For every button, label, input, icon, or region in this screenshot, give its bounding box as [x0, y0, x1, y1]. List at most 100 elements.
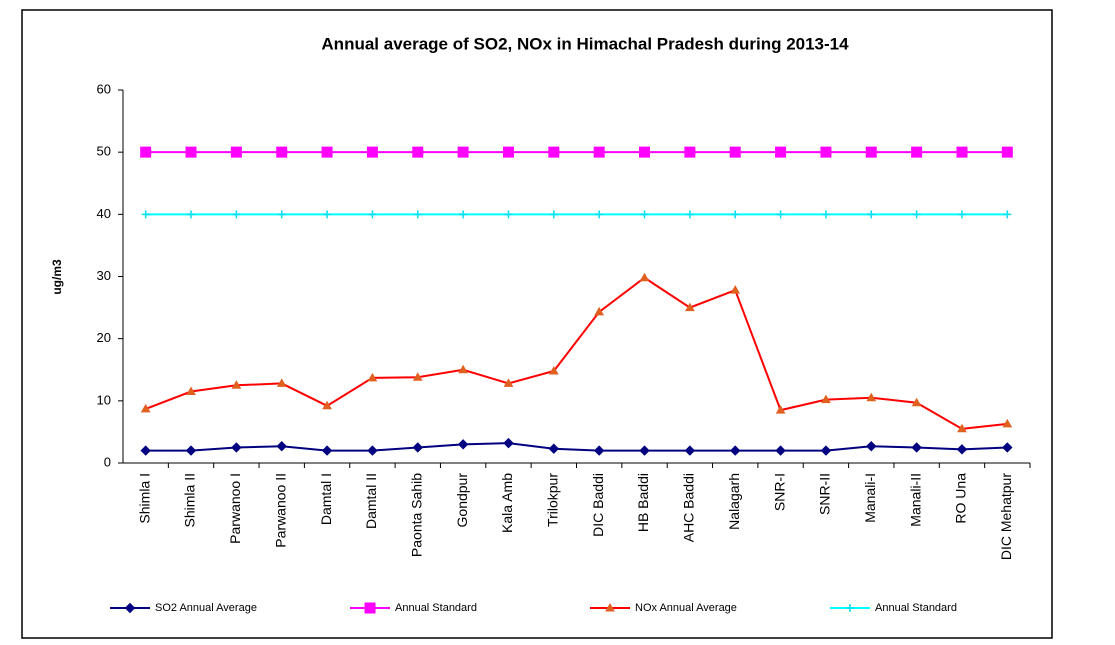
- x-tick-label: DIC Baddi: [590, 473, 606, 537]
- data-point: [368, 210, 377, 219]
- data-point: [549, 210, 558, 219]
- data-point: [230, 146, 242, 158]
- data-point: [956, 146, 968, 158]
- y-tick-label: 0: [104, 454, 111, 469]
- x-tick-label: Manali-I: [862, 473, 878, 523]
- data-point: [729, 146, 741, 158]
- data-point: [593, 146, 605, 158]
- data-point: [820, 445, 832, 456]
- y-tick-label: 40: [97, 206, 111, 221]
- x-tick-label: Shimla II: [182, 473, 198, 527]
- x-tick-label: AHC Baddi: [681, 473, 697, 542]
- data-point: [1002, 418, 1013, 428]
- data-point: [140, 403, 151, 413]
- data-point: [775, 445, 786, 456]
- x-tick-label: Parwanoo I: [227, 473, 243, 544]
- data-point: [775, 146, 787, 158]
- data-point: [458, 364, 468, 374]
- data-point: [459, 210, 468, 219]
- data-point: [640, 210, 649, 219]
- y-axis-label: ug/m3: [50, 259, 64, 295]
- data-point: [820, 146, 832, 158]
- data-point: [730, 285, 741, 294]
- legend-marker: [605, 602, 615, 612]
- data-point: [595, 210, 604, 219]
- data-point: [866, 392, 877, 402]
- data-point: [412, 372, 423, 381]
- y-tick-label: 60: [97, 81, 111, 96]
- chart-frame: [21, 9, 1053, 639]
- data-point: [457, 146, 469, 158]
- data-point: [911, 442, 922, 453]
- x-tick-label: Shimla I: [136, 473, 152, 524]
- x-tick-label: DIC Mehatpur: [998, 473, 1014, 560]
- y-tick-label: 50: [97, 144, 111, 159]
- data-point: [1001, 146, 1013, 158]
- data-point: [548, 365, 559, 375]
- legend-label: Annual Standard: [395, 602, 477, 614]
- data-point: [731, 210, 740, 219]
- x-tick-label: Kala Amb: [499, 473, 515, 533]
- y-tick-label: 20: [97, 330, 111, 345]
- data-point: [956, 444, 968, 455]
- x-tick-label: Gondpur: [454, 473, 470, 528]
- data-point: [321, 445, 333, 456]
- data-point: [504, 210, 513, 219]
- legend-label: Annual Standard: [875, 602, 957, 614]
- data-point: [140, 445, 151, 456]
- data-point: [639, 272, 650, 282]
- data-point: [593, 445, 605, 456]
- data-point: [776, 210, 785, 219]
- data-point: [276, 146, 288, 158]
- data-point: [639, 146, 651, 158]
- data-point: [594, 306, 605, 316]
- x-tick-label: RO Una: [953, 473, 969, 524]
- data-point: [730, 445, 741, 456]
- legend-marker: [124, 602, 136, 614]
- data-point: [957, 210, 966, 219]
- data-point: [187, 210, 196, 219]
- data-point: [684, 445, 696, 456]
- x-tick-label: SNR-II: [817, 473, 833, 515]
- data-point: [685, 302, 695, 312]
- legend-label: SO2 Annual Average: [155, 602, 257, 614]
- data-point: [322, 400, 332, 410]
- x-tick-label: Parwanoo II: [272, 473, 288, 548]
- data-point: [911, 146, 923, 158]
- data-point: [548, 443, 560, 454]
- data-point: [276, 378, 287, 387]
- legend-label: NOx Annual Average: [635, 602, 737, 614]
- data-point: [548, 146, 560, 158]
- series-line: [145, 276, 1008, 430]
- series-line: [145, 442, 1008, 452]
- data-point: [141, 210, 150, 219]
- data-point: [367, 445, 378, 456]
- data-point: [232, 210, 241, 219]
- x-tick-label: Nalagarh: [726, 473, 742, 530]
- y-tick-label: 30: [97, 268, 111, 283]
- data-point: [912, 210, 921, 219]
- data-point: [775, 405, 786, 414]
- x-tick-label: Paonta Sahib: [408, 473, 424, 557]
- y-tick-label: 10: [97, 392, 111, 407]
- data-point: [867, 210, 876, 219]
- data-point: [503, 437, 514, 449]
- data-point: [367, 372, 378, 382]
- data-point: [457, 439, 469, 450]
- data-point: [185, 445, 197, 456]
- x-tick-label: HB Baddi: [635, 473, 651, 532]
- data-point: [366, 146, 378, 158]
- data-point: [684, 146, 696, 158]
- x-tick-label: Damtal I: [318, 473, 334, 525]
- data-point: [231, 442, 242, 453]
- data-point: [412, 146, 424, 158]
- data-point: [911, 397, 922, 407]
- data-point: [865, 146, 877, 158]
- data-point: [186, 386, 196, 396]
- x-tick-label: SNR-I: [771, 473, 787, 511]
- data-point: [323, 210, 332, 219]
- data-point: [821, 394, 831, 404]
- data-point: [412, 442, 423, 453]
- data-point: [503, 378, 514, 387]
- data-point: [685, 210, 694, 219]
